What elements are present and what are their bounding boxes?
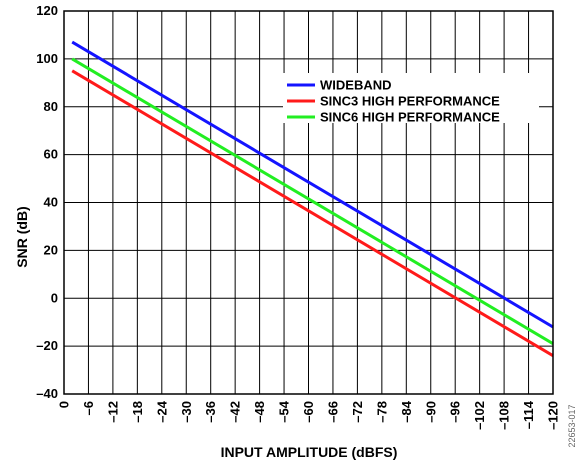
x-tick-label: –114 xyxy=(521,400,536,429)
y-tick-label: 80 xyxy=(44,99,58,114)
x-tick-label: –60 xyxy=(301,401,316,423)
x-tick-label: –24 xyxy=(154,400,169,422)
legend-label: WIDEBAND xyxy=(320,78,392,93)
x-tick-label: –30 xyxy=(179,401,194,423)
series-line-3 xyxy=(71,57,554,345)
y-tick-label: 0 xyxy=(51,290,58,305)
x-tick-label: –36 xyxy=(203,401,218,423)
plot-frame xyxy=(63,10,554,395)
y-tick-label: 40 xyxy=(44,195,58,210)
x-tick-label: –6 xyxy=(81,401,96,415)
x-tick-label: –102 xyxy=(472,401,487,430)
legend-label: SINC6 HIGH PERFORMANCE xyxy=(320,110,500,125)
x-tick-label: 0 xyxy=(57,401,72,408)
series-lines xyxy=(71,40,554,357)
y-tick-label: 120 xyxy=(36,3,58,18)
x-tick-label: –72 xyxy=(350,401,365,423)
x-tick-label: –48 xyxy=(252,401,267,423)
x-tick-label: –96 xyxy=(448,401,463,423)
x-axis-title: INPUT AMPLITUDE (dBFS) xyxy=(221,444,398,460)
y-tick-label: 60 xyxy=(44,147,58,162)
x-tick-label: –78 xyxy=(374,401,389,423)
grid-lines xyxy=(63,10,554,395)
y-tick-label: 20 xyxy=(44,242,58,257)
y-tick-label: 100 xyxy=(36,51,58,66)
x-tick-label: –54 xyxy=(277,400,292,422)
x-tick-label: –42 xyxy=(228,401,243,423)
y-axis-title: SNR (dB) xyxy=(14,206,30,267)
x-tick-label: –12 xyxy=(105,401,120,423)
x-tick-label: –84 xyxy=(399,400,414,422)
x-tick-label: –18 xyxy=(130,401,145,423)
x-tick-label: –90 xyxy=(423,401,438,423)
figure-id: 22653-017 xyxy=(567,404,577,447)
legend-label: SINC3 HIGH PERFORMANCE xyxy=(320,94,500,109)
y-tick-label: –20 xyxy=(36,338,58,353)
series-line-1 xyxy=(71,40,554,329)
y-tick-label: –40 xyxy=(36,386,58,401)
x-tick-label: –66 xyxy=(326,401,341,423)
series-line-2 xyxy=(71,69,554,357)
x-tick-label: –120 xyxy=(546,401,561,430)
x-tick-label: –108 xyxy=(497,401,512,430)
legend-background xyxy=(283,73,539,123)
